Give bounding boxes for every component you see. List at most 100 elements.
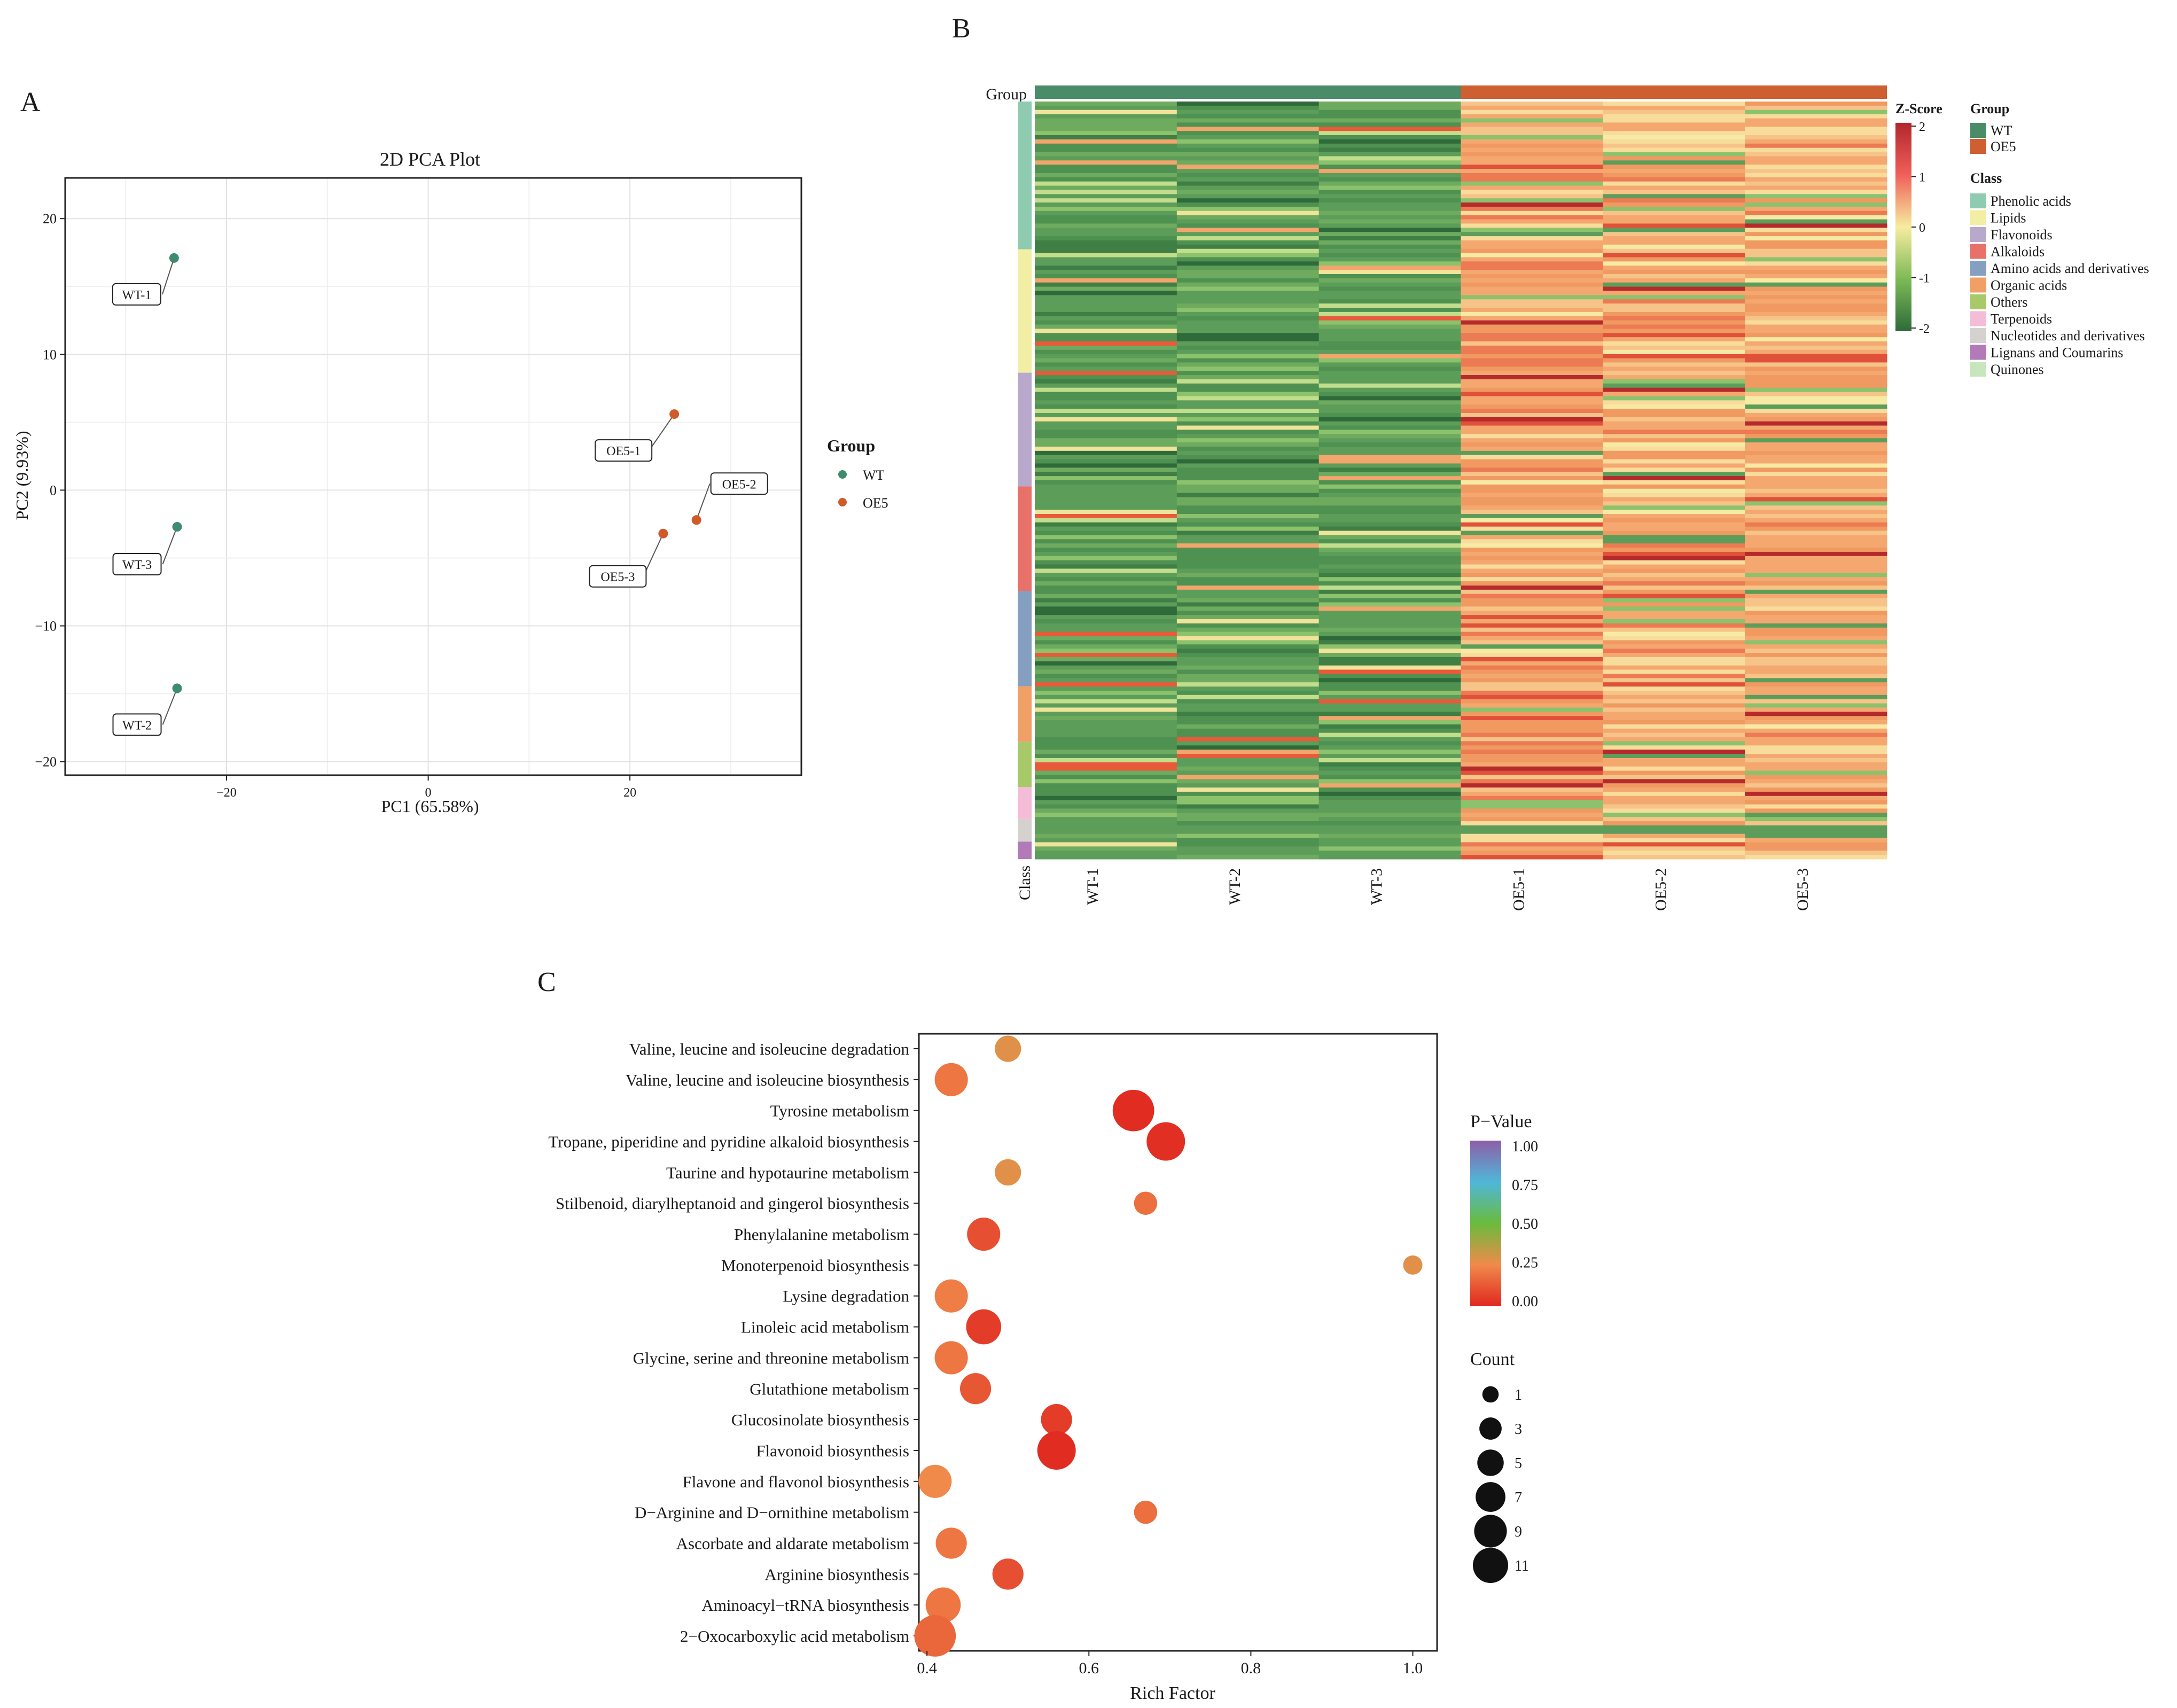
pca-point [172,522,182,532]
heatmap-cell [1035,383,1177,388]
heatmap-cell [1461,682,1603,687]
heatmap-cell [1745,156,1887,161]
heatmap-cell [1461,548,1603,552]
heatmap-cell [1176,102,1320,106]
heatmap-cell [1035,434,1177,439]
heatmap-cell [1461,349,1603,355]
pca-plot-frame [64,177,802,776]
heatmap-cell [1745,215,1887,220]
heatmap-cell [1176,652,1320,658]
heatmap-cell [1603,548,1745,552]
heatmap-cell [1035,349,1177,355]
heatmap-cell [1318,118,1461,123]
heatmap-cell [1318,194,1461,199]
heatmap-cell [1603,699,1745,704]
heatmap-cell [1461,750,1603,754]
heatmap-cell [1461,808,1603,813]
heatmap-cell [1176,779,1320,784]
heatmap-cell [1318,127,1461,131]
enrichment-count-label: 9 [1515,1524,1522,1540]
heatmap-cell [1035,716,1177,721]
heatmap-cell [1745,804,1887,809]
heatmap-cell [1176,787,1320,792]
heatmap-cell [1176,430,1320,434]
heatmap-cell [1461,430,1603,434]
heatmap-cell [1745,606,1887,611]
heatmap-cell [1176,228,1320,232]
heatmap-cell [1461,531,1603,535]
heatmap-cell [1035,833,1177,839]
heatmap-cell [1318,173,1461,178]
heatmap-cell [1461,165,1603,169]
heatmap-cell [1461,787,1603,792]
heatmap-cell [1318,627,1461,633]
pca-point-label-box [589,565,647,588]
heatmap-cell [1318,392,1461,396]
heatmap-cell [1603,270,1745,275]
heatmap-cell [1603,329,1745,333]
heatmap-cell [1035,682,1177,687]
heatmap-cell [1318,687,1461,691]
heatmap-cell [1745,333,1887,338]
heatmap-cell [1461,821,1603,826]
heatmap-cell [1176,349,1320,355]
enrichment-point [934,1063,968,1096]
heatmap-cell [1461,311,1603,317]
heatmap-cell [1318,829,1461,834]
heatmap-cell [1035,425,1177,430]
heatmap-cell [1318,442,1461,447]
heatmap-cell [1461,341,1603,346]
heatmap-cell [1176,358,1320,363]
heatmap-cell [1035,804,1177,809]
heatmap-panel: Group Class WT-1 WT-2 WT-3 OE5-1 OE5-2 OE5-3 … [986,85,2149,911]
heatmap-cell [1176,687,1320,691]
heatmap-class-legend-label: Terpenoids [1991,311,2052,327]
heatmap-cell [1603,446,1745,451]
heatmap-cell [1745,147,1887,153]
heatmap-cell [1603,324,1745,329]
heatmap-cell [1745,299,1887,304]
heatmap-cell [1461,602,1603,607]
heatmap-cell [1035,531,1177,535]
heatmap-cell [1176,606,1320,611]
heatmap-cell [1603,813,1745,817]
heatmap-cell [1318,202,1461,207]
heatmap-cell [1035,308,1177,313]
heatmap-cell [1461,758,1603,763]
heatmap-cell [1035,539,1177,544]
heatmap-cell [1035,472,1177,477]
pca-y-tick-label: −20 [35,754,57,770]
heatmap-cell [1745,829,1887,834]
heatmap-cell [1035,560,1177,565]
heatmap-cell [1461,615,1603,620]
heatmap-cell [1035,821,1177,826]
heatmap-cell [1176,295,1320,300]
heatmap-cell [1603,122,1745,127]
heatmap-cell [1176,619,1320,624]
heatmap-cell [1461,248,1603,254]
heatmap-cell [1745,556,1887,561]
heatmap-cell [1318,383,1461,388]
heatmap-cell [1745,745,1887,750]
heatmap-cell [1035,766,1177,771]
heatmap-cell [1318,602,1461,607]
heatmap-cell [1461,652,1603,658]
heatmap-cell [1461,396,1603,401]
heatmap-cell [1745,695,1887,700]
heatmap-cell [1176,556,1320,561]
heatmap-group-legend-title: Group [1970,101,2009,116]
pca-point-label: WT-2 [122,719,152,732]
heatmap-cell [1318,396,1461,401]
heatmap-cell [1318,821,1461,826]
heatmap-cell [1603,539,1745,544]
heatmap-cell [1035,649,1177,653]
enrichment-points [914,1035,1423,1657]
heatmap-cell [1745,261,1887,266]
heatmap-cell [1603,110,1745,115]
heatmap-cell [1603,236,1745,241]
heatmap-cell [1318,257,1461,262]
heatmap-cell [1176,510,1320,514]
heatmap-cell [1603,842,1745,847]
heatmap-cell [1745,349,1887,355]
heatmap-cell [1603,147,1745,153]
